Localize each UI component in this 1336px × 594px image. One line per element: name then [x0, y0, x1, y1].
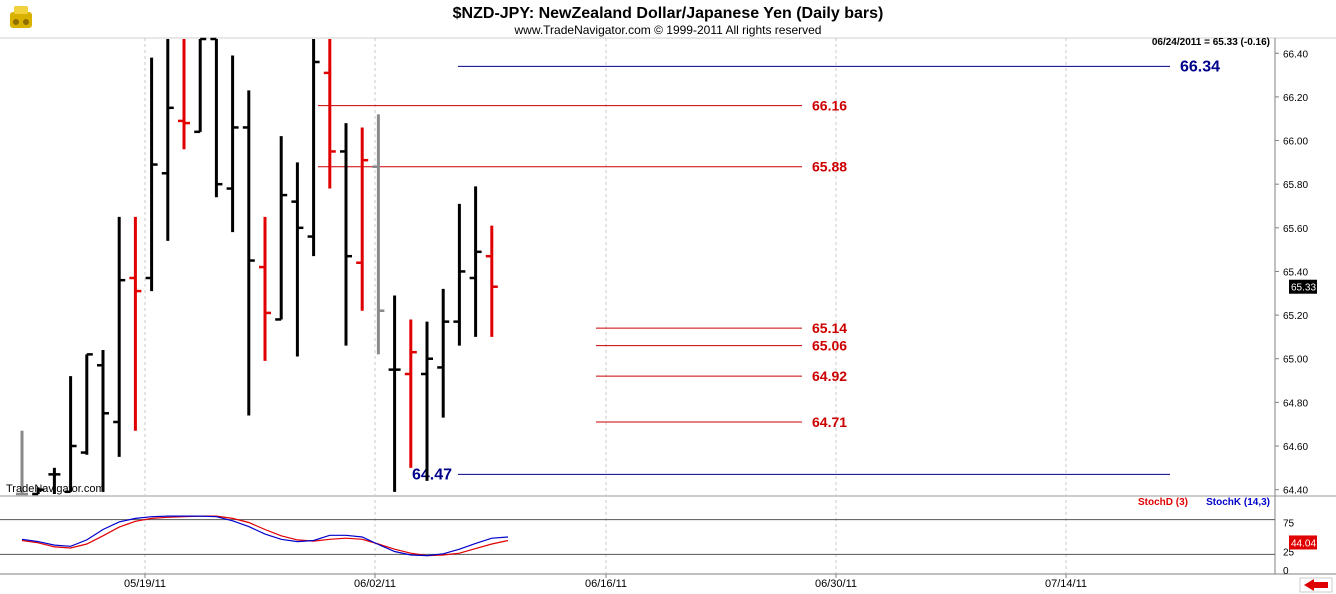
stoch-legend-k: StochK (14,3)	[1206, 497, 1270, 508]
y-tick-label: 65.80	[1283, 180, 1308, 191]
y-tick-label: 66.20	[1283, 93, 1308, 104]
app-logo-icon	[10, 6, 32, 28]
y-tick-label: 64.80	[1283, 398, 1308, 409]
level-label: 66.34	[1180, 58, 1220, 75]
price-bar	[129, 216, 142, 431]
price-bar	[226, 55, 239, 233]
price-bar	[97, 350, 109, 492]
price-bar	[80, 353, 93, 455]
price-bar	[16, 430, 28, 496]
support-resistance-levels: 66.34 66.16 65.88 65.14 65.06 64.92 64.71 64.47	[318, 58, 1220, 483]
price-bar	[178, 39, 190, 150]
x-tick-label: 06/16/11	[585, 578, 627, 590]
chart-title: $NZD-JPY: NewZealand Dollar/Japanese Yen…	[453, 5, 884, 22]
price-bar	[453, 203, 466, 346]
price-bar	[356, 127, 369, 311]
price-bar	[437, 288, 450, 418]
level-label: 65.14	[812, 320, 847, 336]
price-bar	[388, 295, 401, 492]
stoch-y-tick-label: 75	[1283, 519, 1295, 530]
last-quote-text: 06/24/2011 = 65.33 (-0.16)	[1152, 37, 1270, 48]
price-bar	[259, 216, 271, 361]
price-bar	[275, 136, 288, 321]
price-bar	[194, 37, 207, 134]
price-bar	[242, 90, 255, 416]
y-tick-label: 64.40	[1283, 486, 1308, 497]
price-bar	[323, 39, 336, 189]
y-tick-label: 65.40	[1283, 267, 1308, 278]
price-bar	[307, 39, 320, 257]
grid-lines	[0, 37, 1336, 574]
stoch-last-marker	[1289, 535, 1317, 550]
y-tick-label: 65.00	[1283, 355, 1308, 366]
stoch-y-tick-label: 25	[1283, 548, 1295, 559]
last-price-label: 65.33	[1291, 283, 1316, 294]
watermark-text: TradeNavigator.com	[6, 483, 105, 495]
level-label: 64.92	[812, 368, 847, 384]
copyright-text: www.TradeNavigator.com © 1999-2011 All r…	[514, 23, 822, 37]
y-tick-label: 66.40	[1283, 49, 1308, 60]
x-tick-label: 05/19/11	[124, 578, 166, 590]
price-bar	[340, 123, 352, 346]
last-price-marker	[1289, 279, 1317, 294]
level-label: 66.16	[812, 98, 847, 114]
axes: 05/19/11 06/02/11 06/16/11 06/30/11 07/14/11…	[0, 38, 1336, 590]
price-bar	[210, 37, 223, 198]
price-bars	[16, 37, 498, 496]
stoch-y-tick-label: 0	[1283, 566, 1289, 577]
scroll-back-arrow-icon[interactable]	[1299, 577, 1333, 593]
level-label: 65.06	[812, 338, 847, 354]
x-tick-label: 06/30/11	[815, 578, 857, 590]
stoch-series-line	[21, 515, 509, 557]
level-label: 65.88	[812, 159, 847, 175]
y-tick-label: 65.20	[1283, 311, 1308, 322]
stochastic-panel: StochD (3) StochK (14,3)	[0, 497, 1275, 557]
price-bar	[485, 225, 498, 337]
price-bar	[469, 186, 482, 337]
price-bar	[48, 467, 61, 494]
price-bar	[145, 57, 158, 292]
price-bar	[404, 319, 417, 468]
price-bar	[372, 114, 385, 355]
stoch-legend-d: StochD (3)	[1138, 497, 1188, 508]
price-bar	[161, 39, 174, 241]
price-bar	[64, 376, 77, 494]
price-bar	[113, 216, 126, 457]
x-tick-label: 07/14/11	[1045, 578, 1087, 590]
level-label: 64.71	[812, 414, 847, 430]
x-tick-label: 06/02/11	[354, 578, 396, 590]
price-bar	[32, 487, 45, 496]
price-bar	[421, 321, 433, 481]
price-bar	[291, 162, 304, 357]
level-label: 64.47	[412, 466, 452, 483]
stoch-last-label: 44.04	[1291, 538, 1316, 549]
y-tick-label: 65.60	[1283, 224, 1308, 235]
y-tick-label: 64.60	[1283, 442, 1308, 453]
y-tick-label: 66.00	[1283, 137, 1308, 148]
